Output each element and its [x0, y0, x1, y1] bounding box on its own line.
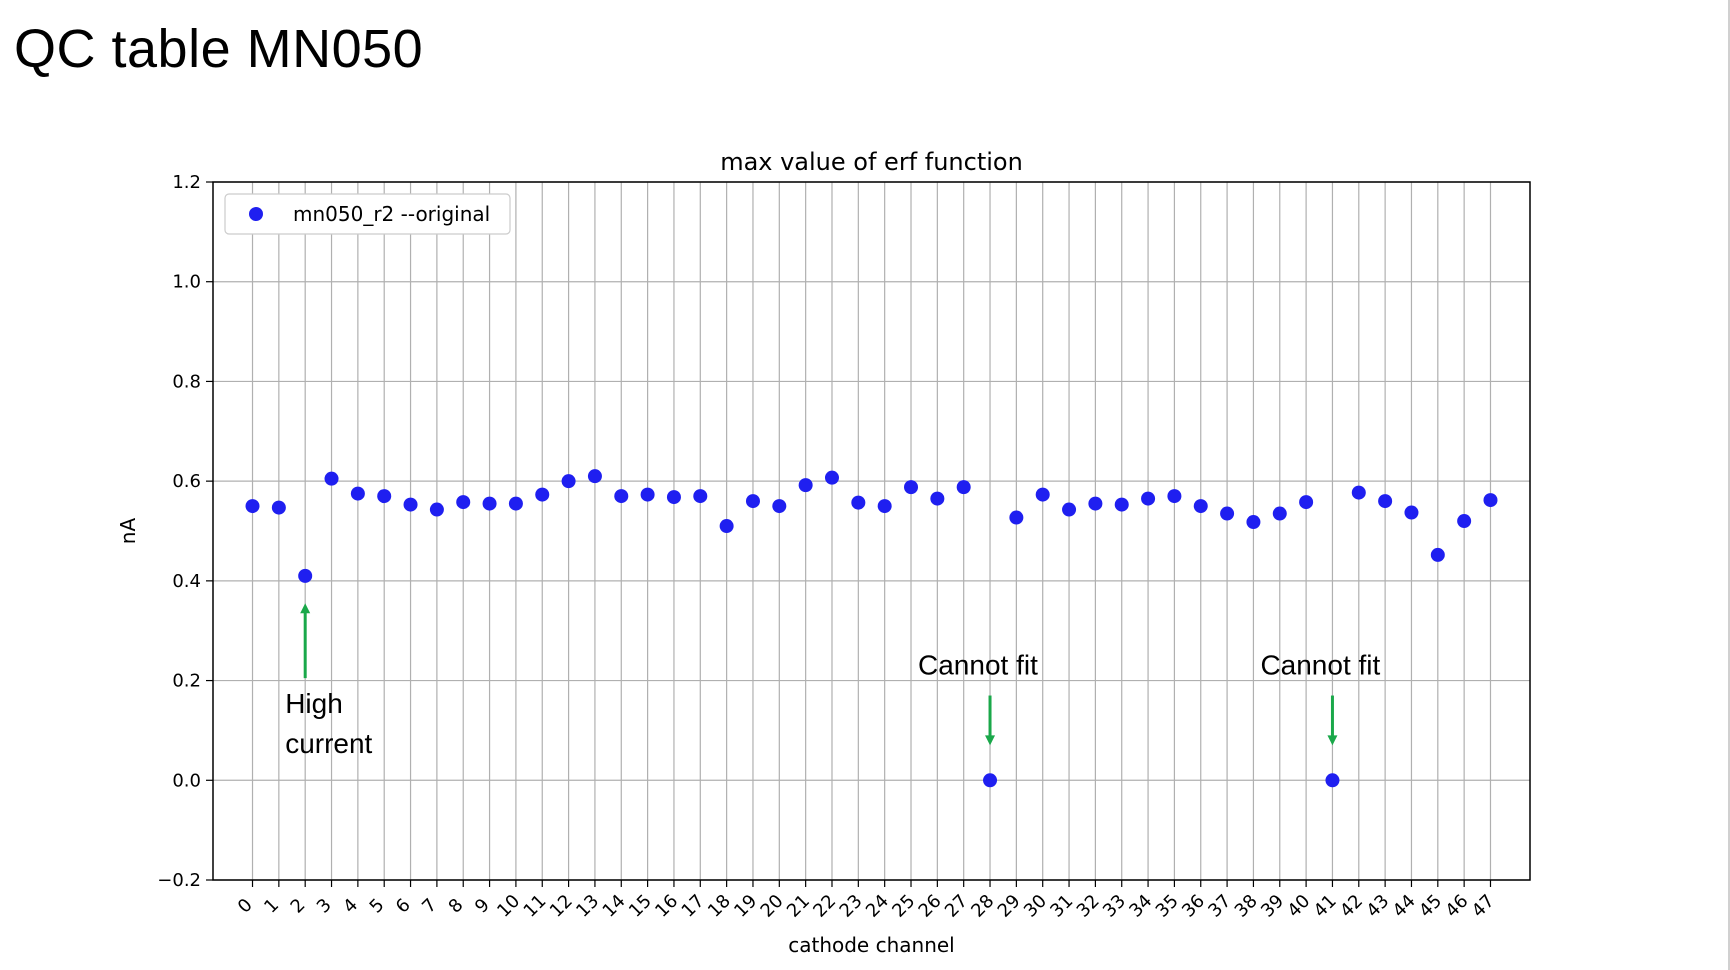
data-point — [666, 490, 681, 505]
x-axis-title: cathode channel — [788, 933, 955, 957]
x-tick-label: 0 — [234, 895, 257, 918]
data-point — [877, 499, 892, 514]
legend-marker — [249, 207, 263, 221]
data-point — [1430, 547, 1445, 562]
x-tick-label: 2 — [287, 895, 310, 918]
y-tick-label: 0.6 — [172, 471, 201, 492]
x-tick-label: 6 — [392, 895, 415, 918]
data-point — [1246, 515, 1261, 530]
x-tick-label: 5 — [366, 895, 389, 918]
data-point — [324, 471, 339, 486]
data-point — [1299, 495, 1314, 510]
data-point — [1483, 493, 1498, 508]
data-point — [640, 487, 655, 502]
data-point — [1220, 506, 1235, 521]
data-point — [535, 487, 550, 502]
x-tick-label: 8 — [445, 895, 468, 918]
data-point — [1088, 496, 1103, 511]
data-point — [1325, 773, 1340, 788]
x-tick-label: 47 — [1468, 891, 1499, 922]
annotation-arrowhead — [300, 603, 311, 614]
y-tick-label: 0.2 — [172, 671, 201, 692]
x-ticks: 0 1 2 3 4 5 6 7 8 9 101112131415161718192021222324… — [234, 880, 1499, 922]
data-point — [956, 480, 971, 495]
data-point — [403, 497, 418, 512]
data-point — [1009, 510, 1024, 525]
data-point — [930, 491, 945, 506]
y-tick-label: 0.4 — [172, 571, 201, 592]
x-tick-label: 3 — [313, 895, 336, 918]
annotation-label: current — [285, 728, 372, 759]
y-tick-label: 1.0 — [172, 272, 201, 293]
data-point — [1167, 489, 1182, 504]
data-point — [377, 489, 392, 504]
plot-frame — [212, 181, 1531, 881]
chart-title: max value of erf function — [720, 148, 1023, 176]
data-point — [508, 496, 523, 511]
annotation-label: Cannot fit — [918, 650, 1038, 681]
data-point — [1114, 497, 1129, 512]
data-point — [350, 486, 365, 501]
y-tick-label: −0.2 — [157, 870, 201, 891]
data-point — [298, 568, 313, 583]
y-ticks: −0.2 0.0 0.2 0.4 0.6 0.8 1.0 1.2 — [157, 172, 213, 891]
data-point — [1404, 505, 1419, 520]
data-point — [1193, 499, 1208, 514]
legend: mn050_r2 --original — [224, 193, 511, 235]
annotation: Cannot fit — [918, 650, 1038, 746]
x-tick-label: 7 — [418, 895, 441, 918]
data-point — [1351, 485, 1366, 500]
data-point — [772, 499, 787, 514]
data-point — [1141, 491, 1156, 506]
annotation: High current — [285, 603, 373, 759]
data-point — [482, 496, 497, 511]
annotation-label: Cannot fit — [1260, 650, 1380, 681]
data-point — [983, 773, 998, 788]
data-point — [1062, 502, 1077, 517]
data-point — [745, 494, 760, 509]
annotation-arrowhead — [1327, 735, 1338, 746]
data-point — [587, 469, 602, 484]
data-point — [1378, 494, 1393, 509]
data-point — [693, 489, 708, 504]
data-point — [798, 478, 813, 493]
legend-box — [224, 193, 511, 235]
data-point — [1035, 487, 1050, 502]
x-tick-label: 4 — [339, 895, 362, 918]
annotations: High current Cannot fit Cannot fit — [285, 603, 1381, 759]
data-point — [904, 480, 919, 495]
data-point — [271, 500, 286, 515]
data-point — [1457, 514, 1472, 529]
y-tick-label: 0.0 — [172, 770, 201, 791]
data-point — [456, 495, 471, 510]
annotation-arrowhead — [985, 735, 996, 746]
data-point — [561, 474, 576, 489]
data-point — [1272, 506, 1287, 521]
y-axis-title: nA — [116, 518, 140, 545]
x-tick-label: 9 — [471, 895, 494, 918]
x-tick-label: 1 — [260, 895, 283, 918]
data-point — [429, 502, 444, 517]
points-layer — [245, 469, 1498, 788]
y-tick-label: 1.2 — [172, 172, 201, 193]
annotation-label: High — [285, 688, 343, 719]
annotation: Cannot fit — [1260, 650, 1381, 746]
data-point — [614, 489, 629, 504]
data-point — [851, 495, 866, 510]
slide-title: QC table MN050 — [14, 19, 424, 79]
slide-edge-divider — [1728, 0, 1730, 970]
y-tick-label: 0.8 — [172, 371, 201, 392]
data-point — [245, 499, 260, 514]
data-point — [824, 470, 839, 485]
data-point — [719, 519, 734, 534]
legend-label: mn050_r2 --original — [293, 202, 490, 226]
